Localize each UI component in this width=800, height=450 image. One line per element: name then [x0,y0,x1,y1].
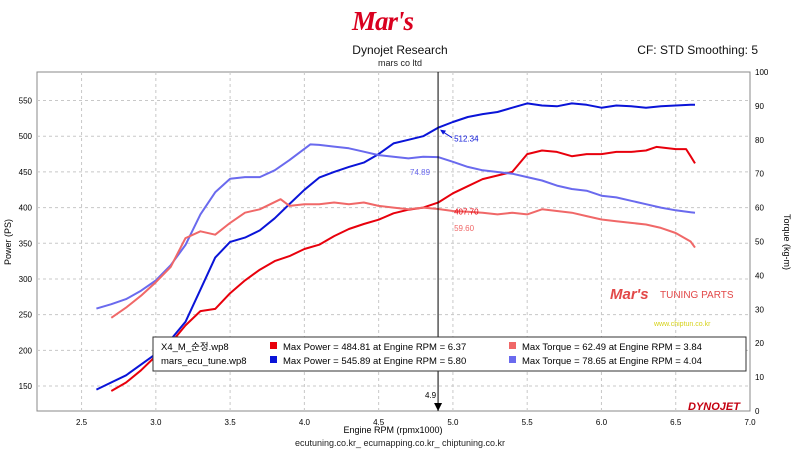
y2-tick-label: 20 [755,339,764,348]
x-tick-label: 6.5 [670,418,682,427]
dynojet-mark: DYNOJET [688,401,741,413]
readout-stock_power: 407.70 [454,208,479,217]
y2-tick-label: 0 [755,407,760,416]
y-tick-label: 150 [19,382,33,391]
x-tick-label: 4.0 [299,418,311,427]
legend-power-2: Max Power = 545.89 at Engine RPM = 5.80 [283,356,466,367]
y-tick-label: 500 [19,132,33,141]
cursor-rpm-label: 4.9 [425,391,437,400]
y-tick-label: 200 [19,346,33,355]
legend-file-2: mars_ecu_tune.wp8 [161,356,247,367]
x-tick-label: 5.0 [447,418,459,427]
y-tick-label: 400 [19,204,33,213]
y-axis-ticks: 150 200 250 300 350 400 450 500 550 [19,97,33,391]
y2-tick-label: 70 [755,170,764,179]
x-axis-ticks: 2.5 3.0 3.5 4.0 4.5 5.0 5.5 6.0 6.5 7.0 [76,418,756,427]
y-tick-label: 300 [19,275,33,284]
x-tick-label: 6.0 [596,418,608,427]
y-tick-label: 550 [19,97,33,106]
series-line-tuned_torque [96,143,696,310]
readout-arrow-icon [440,129,447,135]
legend-swatch-tuned-power [270,356,277,363]
x-tick-label: 3.0 [150,418,162,427]
y2-tick-label: 30 [755,305,764,314]
y2-tick-label: 60 [755,204,764,213]
series-line-stock_torque [110,198,696,319]
legend-swatch-tuned-torque [509,356,516,363]
page-subtitle: mars co ltd [377,58,422,68]
x-tick-label: 5.5 [522,418,534,427]
legend-swatch-stock-power [270,342,277,349]
watermark-logo: Mar's [610,286,649,303]
legend-power-1: Max Power = 484.81 at Engine RPM = 6.37 [283,342,466,353]
x-tick-label: 2.5 [76,418,88,427]
series-lines [95,102,696,392]
brand-logo: Mar's [352,6,414,36]
y-tick-label: 250 [19,311,33,320]
cursor-pointer-icon [434,403,443,411]
legend-file-1: X4_M_순정.wp8 [161,342,229,353]
legend-torque-1: Max Torque = 62.49 at Engine RPM = 3.84 [522,342,702,353]
y2-tick-label: 80 [755,136,764,145]
correction-factor-label: CF: STD Smoothing: 5 [637,43,758,57]
legend-swatch-stock-torque [509,342,516,349]
x-axis-label: Engine RPM (rpmx1000) [343,425,442,435]
page-title: Dynojet Research [352,43,448,57]
y-tick-label: 450 [19,168,33,177]
rpm-cursor: 4.9 512.34 74.89 407.70 59.60 [410,72,479,411]
y2-axis-label: Torque (kg-m) [782,214,792,270]
series-line-tuned_power [95,102,695,391]
readout-tuned_power: 512.34 [454,135,479,144]
y-axis-label: Power (PS) [3,219,13,265]
legend-torque-2: Max Torque = 78.65 at Engine RPM = 4.04 [522,356,702,367]
footer-links: ecutuning.co.kr_ ecumapping.co.kr_ chipt… [294,438,506,448]
readout-tuned_torque: 74.89 [410,168,431,177]
y2-tick-label: 50 [755,238,764,247]
y2-axis-ticks: 0 10 20 30 40 50 60 70 80 90 100 [755,68,769,416]
x-tick-label: 3.5 [225,418,237,427]
legend: X4_M_순정.wp8 Max Power = 484.81 at Engine… [152,336,747,372]
y2-tick-label: 100 [755,68,769,77]
x-tick-label: 4.5 [373,418,385,427]
y2-tick-label: 40 [755,271,764,280]
x-tick-label: 7.0 [744,418,756,427]
watermark-tag: TUNING PARTS [660,290,734,301]
watermark-url: www.chiptun.co.kr [653,321,711,328]
y2-tick-label: 10 [755,373,764,382]
readout-stock_torque: 59.60 [454,224,475,233]
y2-tick-label: 90 [755,102,764,111]
y-tick-label: 350 [19,239,33,248]
